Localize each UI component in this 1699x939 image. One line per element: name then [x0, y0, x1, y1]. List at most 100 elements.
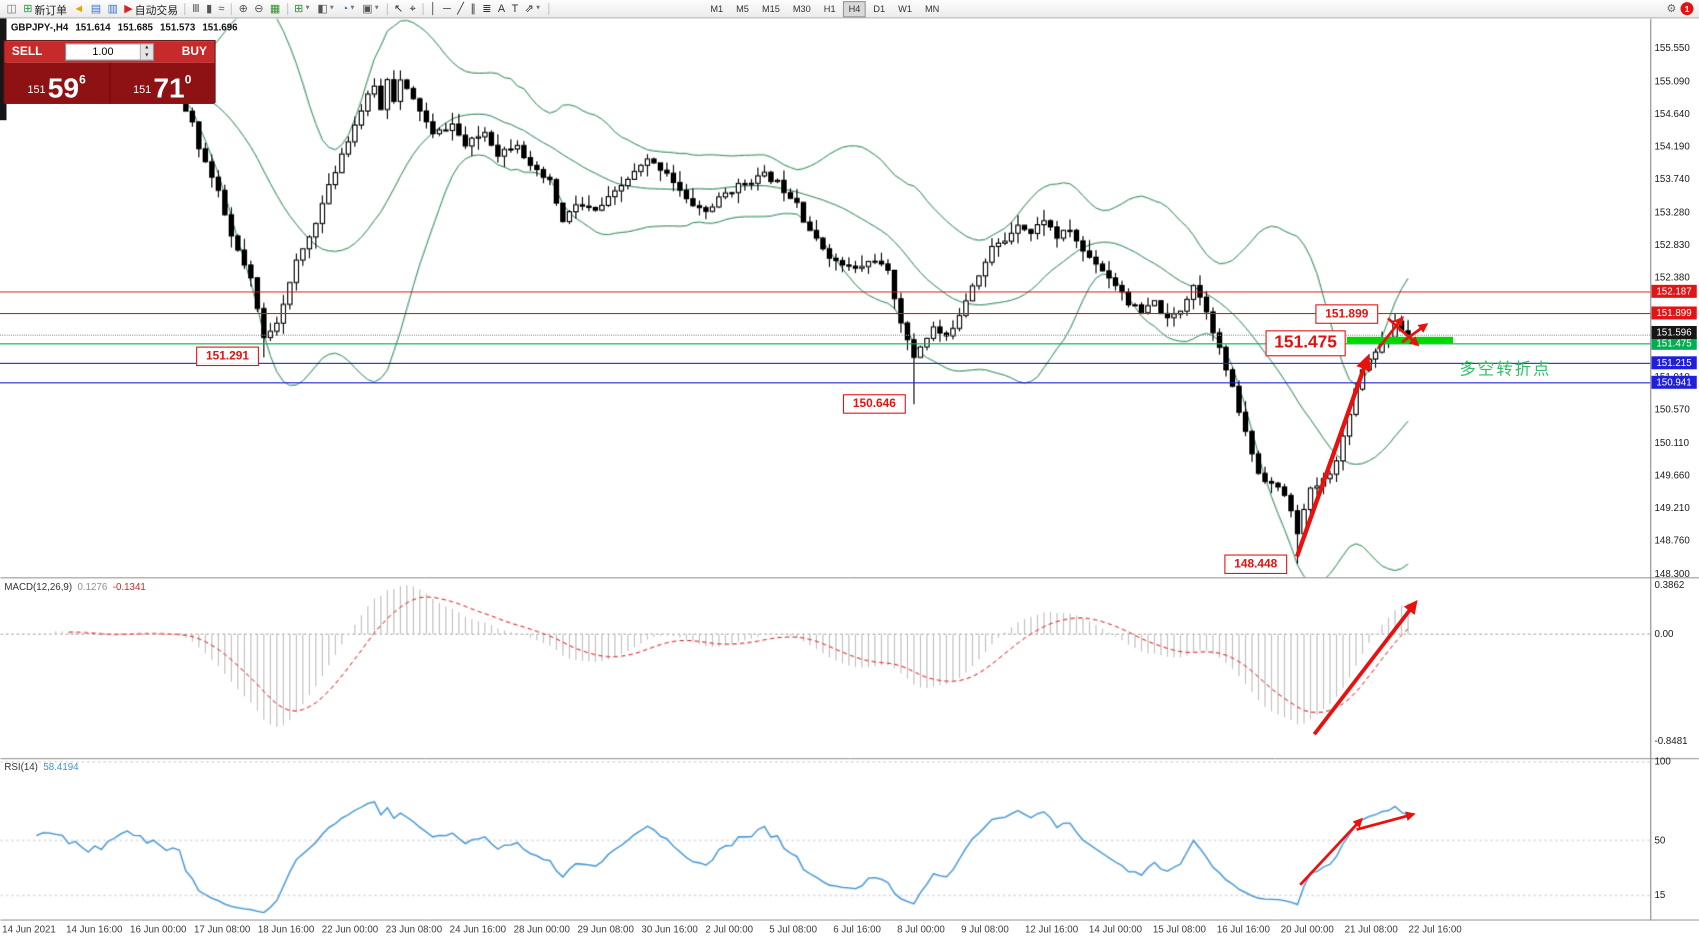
sell-button[interactable]: SELL	[11, 45, 43, 59]
timeframe-button-h4[interactable]: H4	[843, 0, 866, 17]
rsi-axis-label: 50	[1654, 834, 1666, 846]
line-chart-icon: ≈	[218, 2, 225, 15]
label-icon[interactable]: T	[508, 1, 521, 17]
horizontal-level-line[interactable]	[0, 362, 1651, 364]
sell-price-prefix: 151	[27, 84, 46, 97]
bar-chart-icon: Ⅲ	[192, 2, 200, 15]
horizontal-line-icon[interactable]: ─	[440, 1, 454, 17]
time-axis-label: 12 Jul 16:00	[1024, 923, 1079, 935]
chevron-down-icon: ▼	[349, 5, 356, 12]
horizontal-level-line[interactable]	[0, 291, 1651, 293]
volume-up-button[interactable]: ▲	[140, 44, 153, 52]
toolbar-separator	[286, 2, 288, 15]
horizontal-level-line[interactable]	[0, 382, 1651, 384]
time-axis-label: 16 Jun 00:00	[130, 923, 187, 935]
timeframe-button-m30[interactable]: M30	[792, 2, 811, 14]
sell-price-sup: 6	[79, 73, 86, 87]
new-order-icon: ⊞	[23, 2, 33, 15]
chevron-down-icon: ▼	[304, 5, 311, 12]
timeframe-button-m1[interactable]: M1	[710, 2, 724, 14]
trendline-icon[interactable]: ╱	[454, 1, 467, 17]
buy-button[interactable]: BUY	[181, 45, 207, 59]
ohlc-open: 151.614	[75, 21, 111, 33]
horizontal-line-icon: ─	[443, 2, 451, 15]
candlestick-chart-icon[interactable]: ▮	[203, 1, 215, 17]
news-horn-icon[interactable]: ◄	[70, 1, 87, 17]
sell-price-button[interactable]: 151 59 6	[4, 62, 110, 104]
time-axis-label: 15 Jul 08:00	[1152, 923, 1206, 935]
volume-value[interactable]: 1.00	[92, 46, 114, 58]
volume-input[interactable]: 1.00 ▲ ▼	[65, 43, 154, 61]
main-toolbar: ◫ ⊞ 新订单 ◄ ▤ ▥ ▶ 自动交易 Ⅲ ▮ ≈ ⊕ ⊖ ▦ ⊞ ▼ ◧ ▼ ◔ ▼ ▣ ▼ ↖ ⌖ │ ─ ╱ ∥ ≣ A T ⇗ ▼ M1…	[0, 0, 1699, 19]
data-window-icon[interactable]: ▥	[104, 1, 121, 17]
chart-canvas[interactable]	[0, 18, 1699, 921]
new-chart-icon: ⊞	[294, 2, 304, 15]
ohlc-high: 151.685	[117, 21, 153, 33]
cursor-icon: ↖	[394, 2, 404, 15]
timeframe-button-m15[interactable]: M15	[761, 2, 780, 14]
macd-main-value: 0.1276	[77, 581, 108, 593]
timeframe-button-h1[interactable]: H1	[823, 2, 836, 14]
zoom-in-icon: ⊕	[238, 2, 248, 15]
price-level-badge: 152.187	[1651, 285, 1697, 299]
tile-windows-icon[interactable]: ▦	[267, 1, 284, 17]
market-watch-icon[interactable]: ▤	[87, 1, 104, 17]
bar-chart-icon[interactable]: Ⅲ	[189, 1, 203, 17]
cursor-icon[interactable]: ↖	[391, 1, 407, 17]
macd-axis-label: -0.8481	[1654, 735, 1688, 747]
vertical-line-icon[interactable]: │	[427, 1, 440, 17]
chevron-down-icon: ▼	[373, 5, 380, 12]
timeframes-menu-icon[interactable]: ◔ ▼	[338, 1, 359, 17]
notification-badge[interactable]: 1	[1680, 2, 1694, 16]
buy-price-button[interactable]: 151 71 0	[110, 63, 215, 104]
time-axis-label: 9 Jul 08:00	[961, 923, 1009, 935]
chart-window-icon[interactable]: ◫	[3, 1, 20, 17]
time-axis-label: 2 Jul 00:00	[705, 923, 754, 935]
chevron-down-icon: ▼	[534, 5, 542, 12]
new-chart-icon[interactable]: ⊞ ▼	[291, 1, 314, 17]
text-icon[interactable]: A	[495, 1, 509, 17]
volume-down-button[interactable]: ▼	[140, 51, 153, 60]
templates-icon[interactable]: ▣ ▼	[359, 1, 383, 17]
time-axis-label: 16 Jul 16:00	[1216, 923, 1270, 935]
horizontal-level-line[interactable]	[0, 343, 1651, 345]
timeframe-button-w1[interactable]: W1	[898, 2, 912, 14]
auto-trading-button[interactable]: ▶ 自动交易	[121, 1, 181, 17]
fibonacci-icon[interactable]: ≣	[479, 1, 495, 17]
time-axis-label: 17 Jun 08:00	[193, 923, 251, 935]
price-axis-label: 152.830	[1654, 239, 1690, 251]
buy-price-sup: 0	[184, 73, 192, 87]
new-order-button[interactable]: ⊞ 新订单	[20, 1, 70, 17]
toolbar-separator	[386, 2, 388, 15]
time-axis-label: 22 Jun 00:00	[321, 923, 379, 935]
horizontal-level-line[interactable]	[0, 312, 1651, 314]
price-level-badge: 150.941	[1651, 375, 1697, 389]
zoom-out-icon[interactable]: ⊖	[251, 1, 267, 17]
arrows-tool-icon[interactable]: ⇗ ▼	[521, 1, 544, 17]
price-axis-label: 150.110	[1654, 437, 1690, 448]
toolbar-right-group: ⚙ 1	[1666, 2, 1694, 16]
profiles-icon[interactable]: ◧ ▼	[314, 1, 338, 17]
arrows-tool-icon: ⇗	[524, 2, 534, 15]
timeframe-button-d1[interactable]: D1	[873, 2, 886, 14]
tile-windows-icon: ▦	[269, 2, 281, 15]
timeframe-button-m5[interactable]: M5	[736, 2, 749, 14]
data-window-icon: ▥	[107, 2, 118, 15]
time-axis-label: 18 Jun 16:00	[257, 923, 315, 935]
market-watch-icon: ▤	[90, 2, 101, 15]
price-axis-label: 150.570	[1654, 403, 1690, 415]
crosshair-icon[interactable]: ⌖	[406, 1, 419, 17]
current-price-badge: 151.596	[1651, 326, 1697, 340]
timeframe-button-mn[interactable]: MN	[924, 2, 940, 14]
candlestick-chart-icon: ▮	[206, 2, 213, 15]
zoom-in-icon[interactable]: ⊕	[235, 1, 251, 17]
settings-icon[interactable]: ⚙	[1666, 2, 1677, 15]
rsi-label: RSI(14) 58.4194	[4, 761, 78, 772]
price-axis-label: 153.280	[1654, 207, 1690, 218]
channel-icon[interactable]: ∥	[467, 1, 479, 17]
text-icon: A	[497, 2, 506, 15]
macd-label: MACD(12,26,9) 0.1276 -0.1341	[4, 582, 145, 593]
templates-icon: ▣	[362, 2, 373, 15]
line-chart-icon[interactable]: ≈	[215, 1, 227, 17]
